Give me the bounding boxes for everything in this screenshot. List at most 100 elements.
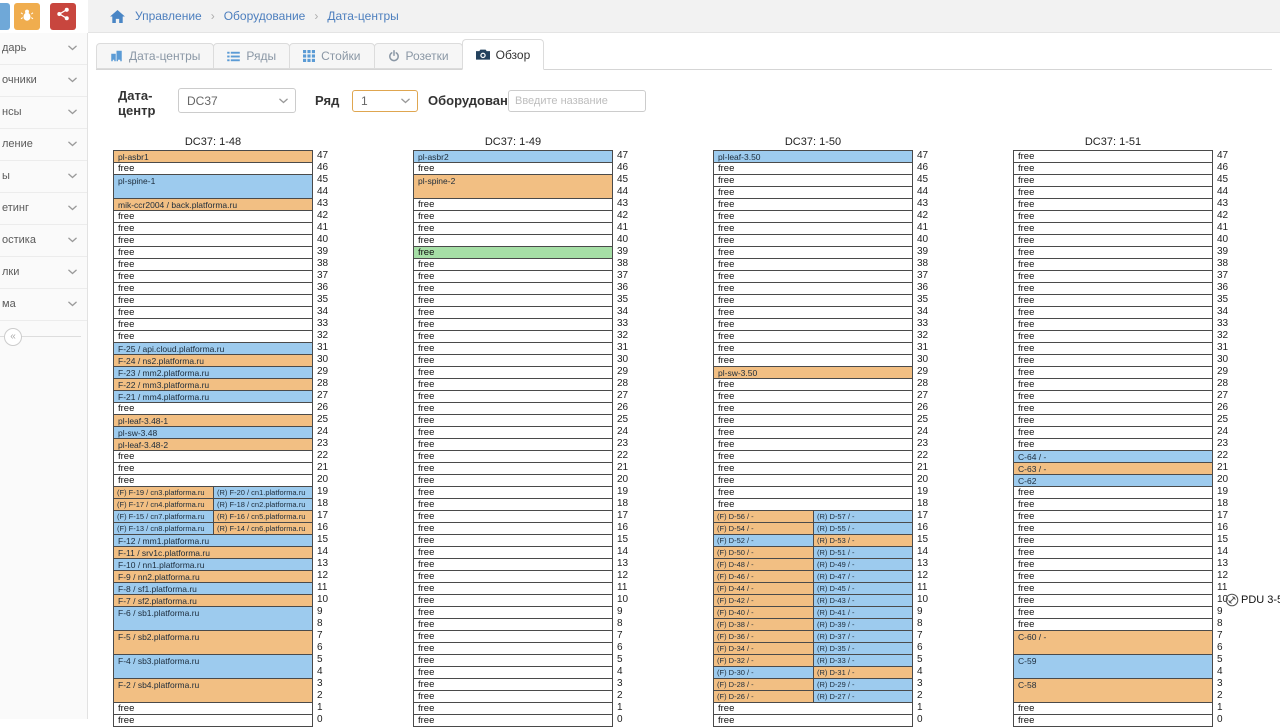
equipment-rear[interactable]: (R) D-37 / - <box>813 631 912 642</box>
equipment-rear[interactable]: (R) D-57 / - <box>813 511 912 522</box>
rack-unit-equipment[interactable]: pl-spine-1 <box>113 174 313 199</box>
equipment-front[interactable]: (F) D-42 / - <box>714 595 813 606</box>
equipment-rear[interactable]: (R) F-14 / cn6.platforma.ru <box>213 523 312 534</box>
rack-unit-equipment[interactable]: pl-spine-2 <box>413 174 613 199</box>
equipment-rear[interactable]: (R) D-35 / - <box>813 643 912 654</box>
equipment-front[interactable]: (F) F-15 / cn7.platforma.ru <box>114 511 213 522</box>
equipment-front[interactable]: (F) D-52 / - <box>714 535 813 546</box>
rack-unit-split[interactable]: (F) F-19 / cn3.platforma.ru (R) F-20 / cn… <box>113 486 313 499</box>
breadcrumb-link[interactable]: Управление <box>135 9 202 23</box>
equipment-front[interactable]: (F) D-26 / - <box>714 691 813 702</box>
rack-unit-equipment[interactable]: C-60 / - <box>1013 630 1213 655</box>
equipment-front[interactable]: (F) D-48 / - <box>714 559 813 570</box>
tab-datacenters[interactable]: Дата-центры <box>96 43 215 69</box>
equipment-front[interactable]: (F) D-32 / - <box>714 655 813 666</box>
rack-unit-split[interactable]: (F) D-38 / - (R) D-39 / - <box>713 618 913 631</box>
rack-unit-split[interactable]: (F) D-42 / - (R) D-43 / - <box>713 594 913 607</box>
equipment-front[interactable]: (F) D-38 / - <box>714 619 813 630</box>
rack-unit-equipment[interactable]: F-2 / sb4.platforma.ru <box>113 678 313 703</box>
equipment-front[interactable]: (F) D-50 / - <box>714 547 813 558</box>
rack-unit-free[interactable]: free <box>713 714 913 727</box>
equipment-rear[interactable]: (R) D-47 / - <box>813 571 912 582</box>
rack-unit-split[interactable]: (F) F-17 / cn4.platforma.ru (R) F-18 / cn… <box>113 498 313 511</box>
equipment-front[interactable]: (F) D-46 / - <box>714 571 813 582</box>
equipment-rear[interactable]: (R) D-49 / - <box>813 559 912 570</box>
equipment-rear[interactable]: (R) F-20 / cn1.platforma.ru <box>213 487 312 498</box>
sidebar-item[interactable]: ы <box>0 161 87 193</box>
rack-unit-equipment[interactable]: F-5 / sb2.platforma.ru <box>113 630 313 655</box>
equipment-rear[interactable]: (R) F-18 / cn2.platforma.ru <box>213 499 312 510</box>
bug-icon[interactable] <box>14 3 40 30</box>
equipment-front[interactable]: (F) D-36 / - <box>714 631 813 642</box>
equipment-rear[interactable]: (R) D-29 / - <box>813 679 912 690</box>
rack-unit-free[interactable]: free <box>113 714 313 727</box>
rack-unit-split[interactable]: (F) D-26 / - (R) D-27 / - <box>713 690 913 703</box>
sidebar-item[interactable]: очники <box>0 65 87 97</box>
home-icon[interactable] <box>110 9 125 23</box>
equipment-front[interactable]: (F) D-28 / - <box>714 679 813 690</box>
rack-unit-equipment[interactable]: F-4 / sb3.platforma.ru <box>113 654 313 679</box>
rack-unit-split[interactable]: (F) D-46 / - (R) D-47 / - <box>713 570 913 583</box>
sidebar-item[interactable]: етинг <box>0 193 87 225</box>
unit-number: 20 <box>917 474 929 485</box>
rack-unit-split[interactable]: (F) F-15 / cn7.platforma.ru (R) F-16 / cn… <box>113 510 313 523</box>
rack-unit-split[interactable]: (F) D-44 / - (R) D-45 / - <box>713 582 913 595</box>
equipment-front[interactable]: (F) D-30 / - <box>714 667 813 678</box>
equipment-rear[interactable]: (R) D-39 / - <box>813 619 912 630</box>
rack-unit-split[interactable]: (F) D-28 / - (R) D-29 / - <box>713 678 913 691</box>
sidebar-item[interactable]: ление <box>0 129 87 161</box>
equipment-front[interactable]: (F) D-34 / - <box>714 643 813 654</box>
rack-unit-split[interactable]: (F) F-13 / cn8.platforma.ru (R) F-14 / cn… <box>113 522 313 535</box>
rack-unit-split[interactable]: (F) D-48 / - (R) D-49 / - <box>713 558 913 571</box>
equipment-front[interactable]: (F) D-40 / - <box>714 607 813 618</box>
equipment-front[interactable]: (F) F-13 / cn8.platforma.ru <box>114 523 213 534</box>
breadcrumb-link[interactable]: Оборудование <box>223 9 306 23</box>
equipment-front[interactable]: (F) D-44 / - <box>714 583 813 594</box>
sidebar-item[interactable]: нсы <box>0 97 87 129</box>
equipment-rear[interactable]: (R) D-33 / - <box>813 655 912 666</box>
rack-unit-free[interactable]: free <box>413 714 613 727</box>
datacenter-select[interactable]: DC37 <box>178 88 296 113</box>
unit-number: 18 <box>917 498 929 509</box>
rack-unit-split[interactable]: (F) D-50 / - (R) D-51 / - <box>713 546 913 559</box>
equipment-rear[interactable]: (R) D-41 / - <box>813 607 912 618</box>
rack-unit-split[interactable]: (F) D-40 / - (R) D-41 / - <box>713 606 913 619</box>
equipment-front[interactable]: (F) F-19 / cn3.platforma.ru <box>114 487 213 498</box>
equipment-front[interactable]: (F) D-56 / - <box>714 511 813 522</box>
equipment-front[interactable]: (F) F-17 / cn4.platforma.ru <box>114 499 213 510</box>
tab-overview[interactable]: Обзор <box>461 39 545 70</box>
equipment-rear[interactable]: (R) D-55 / - <box>813 523 912 534</box>
unit-number: 24 <box>1217 426 1229 437</box>
equipment-rear[interactable]: (R) D-27 / - <box>813 691 912 702</box>
equipment-rear[interactable]: (R) D-31 / - <box>813 667 912 678</box>
rack-unit-split[interactable]: (F) D-30 / - (R) D-31 / - <box>713 666 913 679</box>
equipment-rear[interactable]: (R) D-43 / - <box>813 595 912 606</box>
sidebar-item[interactable]: остика <box>0 225 87 257</box>
rack-unit-split[interactable]: (F) D-52 / - (R) D-53 / - <box>713 534 913 547</box>
rack-unit-split[interactable]: (F) D-32 / - (R) D-33 / - <box>713 654 913 667</box>
rack-unit-equipment[interactable]: F-6 / sb1.platforma.ru <box>113 606 313 631</box>
sidebar-collapse-button[interactable]: « <box>4 328 22 346</box>
sidebar-item[interactable]: ма <box>0 289 87 321</box>
equipment-front[interactable]: (F) D-54 / - <box>714 523 813 534</box>
pdu-marker[interactable]: PDU 3-51 <box>1225 593 1280 607</box>
rack-unit-free[interactable]: free <box>1013 714 1213 727</box>
equipment-rear[interactable]: (R) F-16 / cn5.platforma.ru <box>213 511 312 522</box>
rack-unit-split[interactable]: (F) D-54 / - (R) D-55 / - <box>713 522 913 535</box>
rack-unit-split[interactable]: (F) D-36 / - (R) D-37 / - <box>713 630 913 643</box>
equipment-rear[interactable]: (R) D-53 / - <box>813 535 912 546</box>
rack-unit-split[interactable]: (F) D-56 / - (R) D-57 / - <box>713 510 913 523</box>
share-icon[interactable] <box>50 3 76 30</box>
sidebar-item[interactable]: дарь <box>0 33 87 65</box>
sidebar-item[interactable]: лки <box>0 257 87 289</box>
blue-app-tile[interactable] <box>0 3 10 30</box>
breadcrumb-link[interactable]: Дата-центры <box>327 9 399 23</box>
row-select[interactable]: 1 <box>352 90 418 112</box>
equipment-rear[interactable]: (R) D-45 / - <box>813 583 912 594</box>
equipment-rear[interactable]: (R) D-51 / - <box>813 547 912 558</box>
tab-racks[interactable]: Стойки <box>289 43 375 69</box>
rack-unit-equipment[interactable]: C-58 <box>1013 678 1213 703</box>
equipment-search-input[interactable] <box>508 90 646 112</box>
rack-unit-equipment[interactable]: C-59 <box>1013 654 1213 679</box>
rack-unit-split[interactable]: (F) D-34 / - (R) D-35 / - <box>713 642 913 655</box>
